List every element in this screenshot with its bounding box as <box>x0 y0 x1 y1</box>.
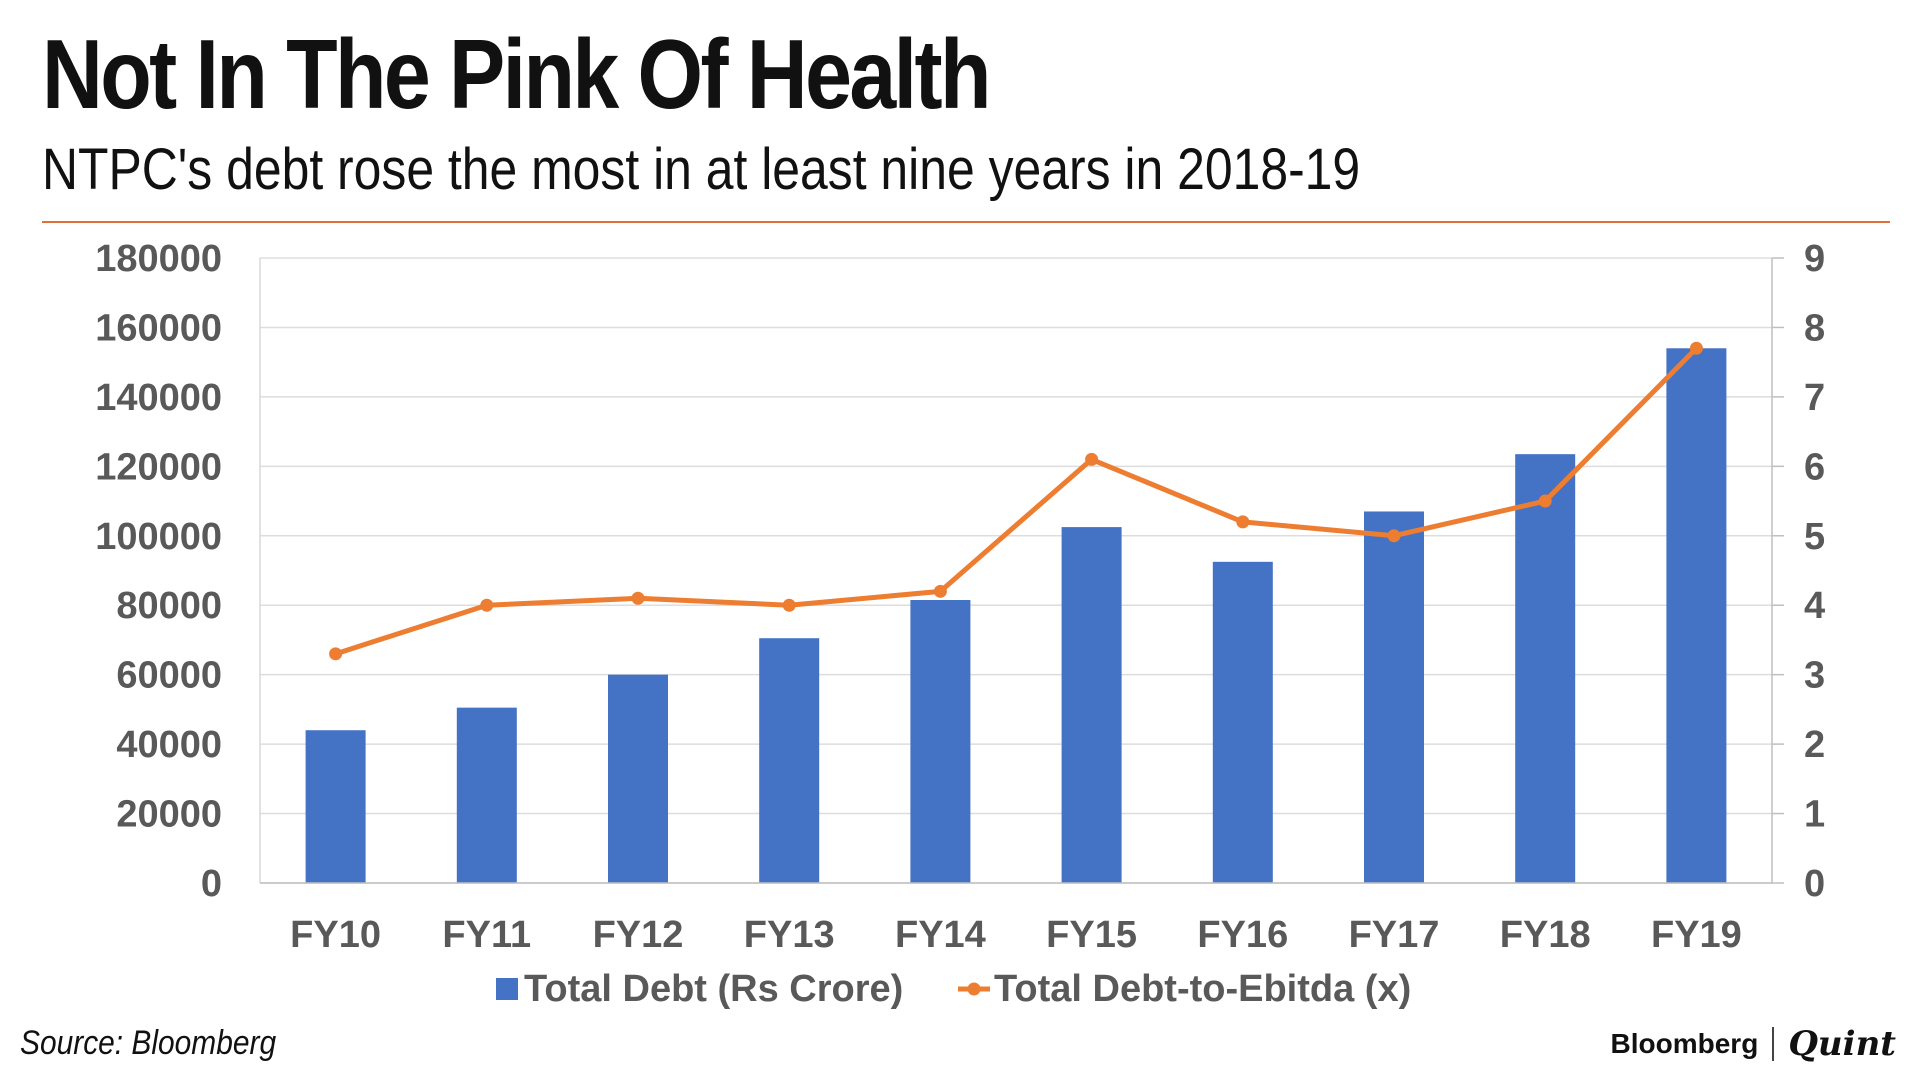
legend-line-marker <box>967 982 981 996</box>
ratio-point-fy12 <box>631 591 645 605</box>
y-left-tick-label: 40000 <box>116 724 222 766</box>
y-right-tick-label: 9 <box>1804 238 1825 280</box>
bar-fy16 <box>1212 561 1273 883</box>
axes: 0 20000 40000 60000 80000 100000 120000 140000 1… <box>95 238 1825 956</box>
source-note: Source: Bloomberg <box>20 1024 277 1062</box>
bar-series <box>305 348 1727 883</box>
y-right-tick-label: 1 <box>1804 794 1825 836</box>
x-tick-label: FY11 <box>442 914 531 956</box>
legend: Total Debt (Rs Crore) Total Debt-to-Ebitd… <box>496 968 1411 1010</box>
y-right-tick-label: 4 <box>1804 585 1825 627</box>
y-right-tick-label: 7 <box>1804 377 1825 419</box>
chart-title: Not In The Pink Of Health <box>42 19 991 129</box>
y-right-tick-label: 8 <box>1804 307 1825 349</box>
bar-fy11 <box>456 707 517 883</box>
bar-fy17 <box>1364 511 1424 883</box>
x-tick-label: FY19 <box>1651 914 1742 956</box>
y-left-tick-label: 180000 <box>95 238 222 280</box>
y-right-tick-label: 6 <box>1804 446 1825 488</box>
x-tick-label: FY10 <box>290 914 381 956</box>
y-left-tick-label: 120000 <box>95 446 222 488</box>
ratio-line <box>333 345 1699 657</box>
ratio-point-fy14 <box>933 584 947 598</box>
y-right-tick-label: 2 <box>1804 724 1825 766</box>
y-left-tick-label: 160000 <box>95 307 222 349</box>
y-right-tick-label: 5 <box>1804 516 1825 558</box>
ratio-point-fy16 <box>1236 515 1250 529</box>
ratio-point-fy10 <box>329 647 343 661</box>
y-right-tick-label: 0 <box>1804 863 1825 905</box>
title-divider <box>42 221 1890 223</box>
x-tick-label: FY12 <box>593 914 684 956</box>
bar-fy12 <box>608 674 668 883</box>
legend-bar-label: Total Debt (Rs Crore) <box>524 968 903 1010</box>
ratio-point-fy11 <box>480 598 494 612</box>
bar-fy14 <box>910 600 971 883</box>
x-tick-label: FY17 <box>1349 914 1440 956</box>
y-left-tick-label: 20000 <box>116 794 222 836</box>
ratio-point-fy17 <box>1387 529 1401 543</box>
legend-line-label: Total Debt-to-Ebitda (x) <box>994 968 1411 1010</box>
ratio-point-fy19 <box>1689 341 1703 355</box>
x-tick-label: FY13 <box>744 914 835 956</box>
brand-quint: Quint <box>1788 1024 1896 1064</box>
x-tick-label: FY15 <box>1046 914 1137 956</box>
y-left-tick-label: 60000 <box>116 655 222 697</box>
y-left-tick-label: 140000 <box>95 377 222 419</box>
ratio-point-fy15 <box>1085 452 1099 466</box>
brand-bloomberg: Bloomberg <box>1610 1028 1759 1059</box>
y-left-tick-label: 80000 <box>116 585 222 627</box>
bar-fy13 <box>759 638 820 883</box>
x-tick-label: FY14 <box>895 914 986 956</box>
y-right-tick-label: 3 <box>1804 655 1825 697</box>
bar-fy18 <box>1515 454 1576 883</box>
line-series <box>329 341 1703 661</box>
brand-separator <box>1772 1027 1775 1061</box>
bar-fy10 <box>305 730 366 883</box>
y-left-tick-label: 100000 <box>95 516 222 558</box>
bar-fy15 <box>1061 527 1122 883</box>
x-tick-label: FY16 <box>1197 914 1288 956</box>
ratio-point-fy13 <box>782 598 796 612</box>
x-tick-label: FY18 <box>1500 914 1591 956</box>
legend-bar-swatch <box>496 978 518 1000</box>
ratio-point-fy18 <box>1538 494 1552 508</box>
y-left-tick-label: 0 <box>201 863 222 905</box>
chart-subtitle: NTPC's debt rose the most in at least ni… <box>42 137 1361 202</box>
bar-fy19 <box>1666 348 1727 883</box>
brand-logo: Bloomberg Quint <box>1611 1024 1896 1064</box>
